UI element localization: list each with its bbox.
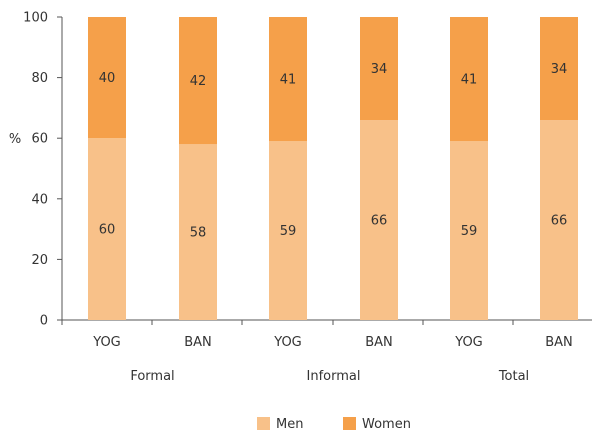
data-label-women: 40: [99, 71, 116, 86]
axes-layer: 0 20 40 60 80 100%: [9, 11, 592, 329]
bar-men: [450, 141, 488, 320]
x-category-label: YOG: [92, 335, 121, 350]
y-tick-label: 100: [23, 11, 48, 26]
bar-women: [450, 17, 488, 142]
labels-layer: 60 40 YOG 58 42 BAN 59 41 YOG 66 34 BAN 59 41 YOG 66 34 B…: [92, 62, 573, 384]
data-label-men: 66: [551, 214, 568, 229]
legend-swatch-women: [343, 417, 356, 430]
x-group-label: Total: [498, 369, 529, 384]
legend-label-men: Men: [276, 417, 303, 432]
x-category-label: YOG: [273, 335, 302, 350]
bar-women: [179, 17, 217, 145]
x-category-label: BAN: [545, 335, 573, 350]
data-label-men: 59: [461, 224, 478, 239]
bars-layer: [88, 17, 578, 321]
legend-swatch-men: [257, 417, 270, 430]
bar-women: [540, 17, 578, 121]
x-category-label: BAN: [365, 335, 393, 350]
y-tick-label: 20: [31, 253, 48, 268]
y-tick-label: 40: [31, 192, 48, 207]
y-tick-label: 80: [31, 71, 48, 86]
data-label-women: 41: [280, 73, 297, 88]
y-tick-label: 0: [40, 314, 48, 329]
data-label-men: 58: [190, 226, 207, 241]
x-group-label: Informal: [307, 369, 361, 384]
bar-women: [269, 17, 307, 142]
data-label-men: 59: [280, 224, 297, 239]
bar-women: [88, 17, 126, 139]
bar-men: [179, 144, 217, 320]
bar-men: [269, 141, 307, 320]
y-axis-label: %: [9, 132, 21, 147]
data-label-women: 34: [551, 62, 568, 77]
y-tick-label: 60: [31, 132, 48, 147]
x-category-label: BAN: [184, 335, 212, 350]
data-label-women: 34: [371, 62, 388, 77]
x-group-label: Formal: [130, 369, 174, 384]
bar-men: [540, 120, 578, 321]
x-category-label: YOG: [454, 335, 483, 350]
data-label-men: 60: [99, 223, 116, 238]
bar-women: [360, 17, 398, 121]
data-label-men: 66: [371, 214, 388, 229]
bar-men: [88, 138, 126, 320]
legend-label-women: Women: [362, 417, 411, 432]
legend: Men Women: [257, 417, 411, 432]
data-label-women: 41: [461, 73, 478, 88]
bar-men: [360, 120, 398, 321]
data-label-women: 42: [190, 74, 207, 89]
